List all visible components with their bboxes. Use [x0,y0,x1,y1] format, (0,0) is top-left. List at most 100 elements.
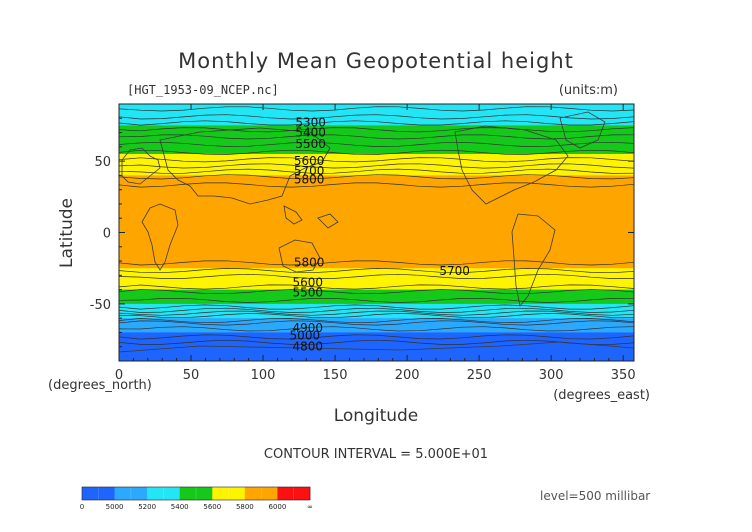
colorbar-swatch [179,487,213,500]
contour-line [119,273,634,279]
x-tick-label: 100 [251,368,276,383]
color-band [119,182,634,191]
contour-line [119,127,634,133]
colorbar-swatch [114,487,148,500]
colorbar-swatch [147,487,181,500]
colorbar-label: ∞ [307,503,313,511]
contour-line [119,182,634,188]
units-label: (units:m) [559,83,618,98]
colorbar-label: 6000 [269,503,287,511]
x-tick-label: 200 [395,368,420,383]
contour-line [119,339,634,345]
contour-line [119,284,634,290]
colorbar: 0 5000 5200 5400 5600 5800 6000 ∞ [80,486,313,511]
contour-line [119,310,634,316]
contour-line [119,268,634,274]
colorbar-swatch [244,487,278,500]
colorbar-swatch [277,487,311,500]
colorbar-label: 5800 [236,503,254,511]
contour-line [119,134,634,140]
color-band [119,325,634,334]
contour-line [119,260,634,266]
y-axis-label: Latitude [57,198,77,268]
contour-line [119,320,634,326]
color-band [119,168,634,176]
color-band [119,118,634,127]
color-band [119,139,634,148]
file-label: [HGT_1953-09_NCEP.nc] [127,83,279,97]
level-text: level=500 millibar [540,489,650,503]
x-tick-label: 150 [323,368,348,383]
x-axis-ticks: 0 50 100 150 200 250 300 350 [115,104,636,383]
x-tick-label: 300 [539,368,564,383]
contour-line [119,149,634,155]
contour-label: 5800 [294,173,325,187]
x-unit-label: (degrees_east) [553,388,650,403]
contour-line [119,313,634,319]
contour-label: 5000 [290,328,321,342]
y-tick-label: 50 [94,155,111,170]
x-tick-label: 250 [467,368,492,383]
contour-line [119,163,634,169]
chart-title: Monthly Mean Geopotential height [178,49,574,73]
color-band [119,311,634,319]
contour-lines [119,106,634,345]
contour-labels: 5300540055005600570058005800570056005500… [290,116,470,354]
colorbar-label: 5600 [203,503,221,511]
color-band [119,189,634,205]
color-band [119,153,634,162]
x-axis-label: Longitude [334,406,419,426]
color-band [119,346,634,355]
contour-label: 5700 [294,164,325,178]
contour-line [119,334,634,340]
y-axis-ticks: 50 0 -50 [90,117,634,348]
color-band [119,218,634,234]
contour-label: 5500 [292,285,323,299]
contour-line [119,157,634,163]
contour-label: 4900 [292,321,323,335]
color-band [119,282,634,291]
y-tick-label: -50 [90,298,111,313]
x-tick-label: 350 [611,368,636,383]
contour-label: 5700 [439,264,470,278]
color-band [119,303,634,312]
color-band [119,246,634,262]
colorbar-label: 5200 [138,503,156,511]
contour-line [119,168,634,174]
color-band [119,175,634,184]
color-band [119,332,634,341]
color-band [119,268,634,276]
color-band [119,275,634,284]
color-band [119,146,634,155]
contour-line [119,304,634,310]
y-unit-label: (degrees_north) [48,378,152,393]
contour-line [119,289,634,295]
color-band [119,296,634,305]
contour-line [119,307,634,313]
contour-line [119,120,634,126]
contour-line [119,326,634,332]
contour-label: 5600 [294,154,325,168]
color-band [119,339,634,348]
color-band [119,161,634,169]
contour-line [119,318,634,324]
contour-line [119,174,634,180]
contour-line [119,106,634,112]
color-band [119,353,634,361]
colorbar-swatch [212,487,246,500]
x-tick-label: 50 [183,368,200,383]
color-band [119,261,634,269]
contour-label: 5300 [295,116,326,130]
contour-label: 5400 [295,126,326,140]
contour-line [119,297,634,303]
contour-interval-text: CONTOUR INTERVAL = 5.000E+01 [264,447,488,462]
contour-label: 4800 [292,340,323,354]
plot-area: 5300540055005600570058005800570056005500… [119,104,634,361]
contour-line [119,141,634,147]
colorbar-label: 0 [80,503,84,511]
contour-label: 5600 [292,275,323,289]
contour-label: 5800 [294,255,325,269]
colorbar-frame [81,486,311,501]
colorbar-label: 5400 [171,503,189,511]
